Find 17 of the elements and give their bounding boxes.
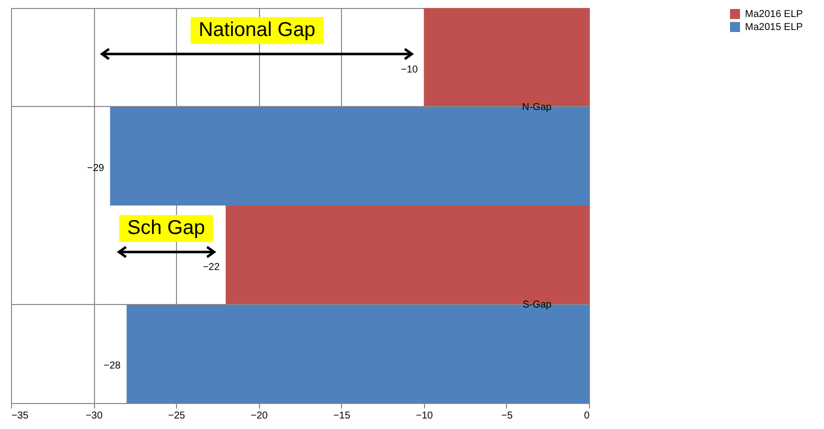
data-label: −29: [87, 163, 105, 174]
x-tick-label: −10: [416, 410, 434, 422]
annotation: Sch Gap: [119, 214, 214, 242]
annotation: National Gap: [190, 17, 324, 44]
data-label: −28: [104, 360, 122, 372]
y-tick-label: S-Gap: [522, 299, 552, 310]
legend-label: Ma2016 ELP: [745, 9, 804, 20]
x-tick-label: 0: [584, 410, 590, 422]
x-tick-label: −25: [168, 410, 186, 422]
x-tick-label: −20: [250, 410, 268, 422]
x-tick-label: −30: [86, 410, 103, 422]
data-label: −10: [400, 64, 418, 76]
data-label: −22: [202, 262, 220, 273]
x-tick-label: −5: [501, 410, 514, 422]
legend-label: Ma2015 ELP: [745, 22, 804, 33]
x-tick-label: −35: [12, 410, 29, 422]
x-tick-label: −15: [333, 410, 351, 422]
